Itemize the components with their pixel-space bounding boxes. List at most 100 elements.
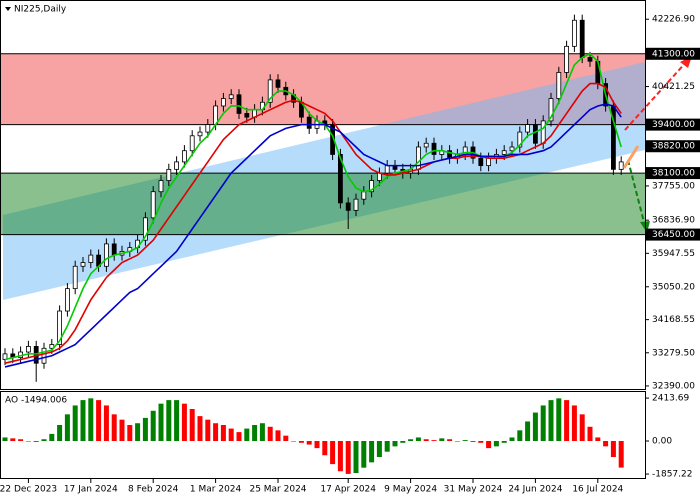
ao-bar xyxy=(166,400,172,442)
x-tick-label: 17 Jan 2024 xyxy=(64,485,118,495)
ao-bar xyxy=(603,441,609,447)
x-tick-label: 8 Feb 2024 xyxy=(128,485,179,495)
menu-triangle xyxy=(5,7,11,11)
candle-body xyxy=(431,142,437,155)
chart-title: NI225,Daily xyxy=(14,5,67,15)
ao-y-tick-label: -1857.22 xyxy=(652,470,692,480)
ao-bar xyxy=(10,438,16,442)
ao-bar xyxy=(486,441,492,449)
ao-bar xyxy=(197,416,203,442)
ao-bar xyxy=(447,439,453,442)
y-tick-label: 40421.25 xyxy=(652,82,695,92)
ao-bar xyxy=(462,440,468,442)
candle-body xyxy=(556,72,562,99)
candle-body xyxy=(189,135,195,152)
ao-bar xyxy=(291,441,297,442)
moving-average xyxy=(4,103,622,368)
ao-bar xyxy=(361,441,367,468)
ao-bar xyxy=(306,441,312,445)
candle-body xyxy=(236,94,242,114)
ao-bar xyxy=(400,441,406,443)
down-arrow xyxy=(627,159,646,227)
ao-bar xyxy=(213,423,219,442)
ao-bar xyxy=(150,410,156,442)
ao-bar xyxy=(142,417,148,442)
ao-bar xyxy=(25,441,31,442)
ao-bar xyxy=(322,441,328,456)
ao-bar xyxy=(49,433,55,442)
candle-body xyxy=(220,98,226,107)
ao-bar xyxy=(244,428,250,442)
candle-body xyxy=(369,180,375,193)
candle-body xyxy=(384,165,390,174)
ao-bar xyxy=(548,400,554,442)
x-tick-label: 1 Mar 2024 xyxy=(190,485,242,495)
ao-bar xyxy=(220,425,226,442)
ao-bar xyxy=(587,426,593,442)
x-tick-label: 9 May 2024 xyxy=(384,485,437,495)
x-tick-label: 17 Apr 2024 xyxy=(320,485,376,495)
candle-body xyxy=(181,150,187,163)
candle-body xyxy=(267,79,273,103)
ao-bar xyxy=(57,425,63,442)
ao-bar xyxy=(556,398,562,442)
candle-body xyxy=(618,161,624,170)
ao-bar xyxy=(283,435,289,442)
ao-bar xyxy=(267,426,273,442)
ao-bar xyxy=(18,439,24,442)
x-tick-label: 16 Jul 2024 xyxy=(572,485,623,495)
ao-bar xyxy=(408,439,414,442)
candle-body xyxy=(174,161,180,170)
ao-bar xyxy=(571,405,577,442)
ao-bar xyxy=(314,441,320,449)
candle-body xyxy=(166,168,172,181)
candle-body xyxy=(25,346,31,353)
candle-body xyxy=(228,94,234,99)
candle-body xyxy=(478,157,484,167)
level-label-box xyxy=(646,228,700,241)
ao-bar xyxy=(501,441,507,443)
candle-body xyxy=(548,98,554,122)
ao-bar xyxy=(72,405,78,442)
ao-bar xyxy=(439,438,445,442)
candle-body xyxy=(80,262,86,267)
candle-body xyxy=(65,288,70,312)
ao-bar xyxy=(353,441,359,474)
ao-bar xyxy=(111,414,117,442)
ao-bar xyxy=(525,421,531,442)
y-tick-label: 32390.00 xyxy=(652,381,695,391)
candle-body xyxy=(158,180,164,193)
level-label: 41300.00 xyxy=(652,49,695,59)
level-label: 36450.00 xyxy=(652,230,695,240)
x-tick-label: 22 Dec 2023 xyxy=(0,485,57,495)
candle-body xyxy=(150,191,156,219)
plot xyxy=(1,14,645,382)
ao-bar xyxy=(376,441,382,458)
y-tick-label: 36836.90 xyxy=(652,216,695,226)
candle-body xyxy=(72,265,78,290)
ao-bar xyxy=(564,400,570,442)
zones-top xyxy=(1,173,645,235)
indicator-label: AO -1494.006 xyxy=(5,396,67,406)
ao-bar xyxy=(415,437,421,442)
candle-body xyxy=(501,150,507,155)
ao-bar xyxy=(88,398,94,442)
ao-bar xyxy=(158,403,164,442)
level-label: 39400.00 xyxy=(652,120,695,130)
candle-body xyxy=(587,57,593,62)
candle-body xyxy=(517,131,523,148)
ao-bar xyxy=(181,403,187,442)
level-label-box xyxy=(646,167,700,180)
projection xyxy=(622,145,640,169)
ao-bar xyxy=(189,409,195,442)
candle-body xyxy=(49,344,55,349)
ao-bar xyxy=(493,441,499,447)
ao-bar xyxy=(392,441,398,447)
candle-body xyxy=(306,116,312,129)
ao-bar xyxy=(80,400,86,442)
moving-average xyxy=(4,52,622,361)
level-label: 38100.00 xyxy=(652,169,695,179)
ao-panel-border xyxy=(0,391,646,479)
candle-body xyxy=(57,310,62,345)
